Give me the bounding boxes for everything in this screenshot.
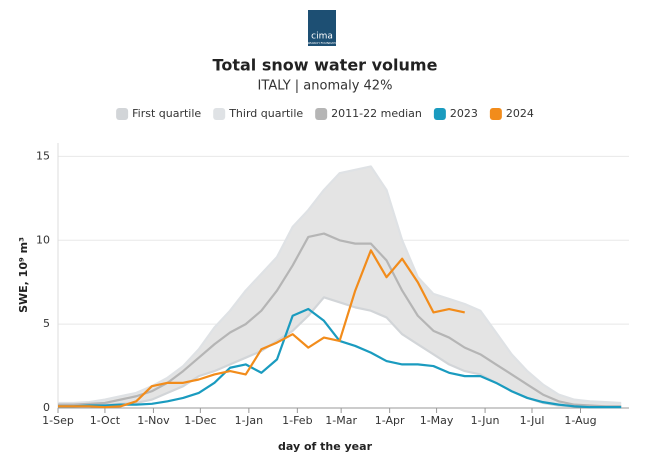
legend-label: 2023 xyxy=(450,107,478,120)
x-tick-label: 1-May xyxy=(420,414,454,427)
x-tick-label: 1-Sep xyxy=(42,414,74,427)
legend-swatch xyxy=(213,108,226,120)
y-tick-label: 10 xyxy=(36,233,50,246)
y-axis-title: SWE, 10⁹ m³ xyxy=(17,237,30,313)
legend: First quartile Third quartile 2011-22 medi… xyxy=(116,107,534,120)
legend-label: 2011-22 median xyxy=(331,107,422,120)
x-tick-label: 1-Apr xyxy=(375,414,405,427)
x-tick-label: 1-Jun xyxy=(471,414,500,427)
x-tick-label: 1-Nov xyxy=(137,414,170,427)
quartile-band xyxy=(58,166,622,407)
logo-text: cima xyxy=(311,32,333,42)
chart-subtitle: ITALY | anomaly 42% xyxy=(258,79,393,94)
legend-swatch xyxy=(489,108,502,120)
legend-swatch xyxy=(433,108,446,120)
x-tick-label: 1-Oct xyxy=(90,414,121,427)
x-tick-label: 1-Mar xyxy=(325,414,357,427)
y-tick-label: 0 xyxy=(43,401,50,414)
y-tick-label: 15 xyxy=(36,149,50,162)
x-tick-label: 1-Dec xyxy=(184,414,216,427)
x-tick-label: 1-Jul xyxy=(520,414,545,427)
x-tick-label: 1-Aug xyxy=(564,414,596,427)
legend-label: 2024 xyxy=(506,107,534,120)
x-tick-label: 1-Feb xyxy=(282,414,312,427)
x-axis-title: day of the year xyxy=(278,440,373,453)
logo-subtitle: RESEARCH FOUNDATION xyxy=(304,41,341,45)
series-line xyxy=(58,232,622,408)
legend-swatch xyxy=(315,108,328,120)
series-line xyxy=(58,249,465,409)
legend-label: First quartile xyxy=(132,107,201,120)
legend-swatch xyxy=(116,108,129,120)
x-tick-label: 1-Jan xyxy=(235,414,264,427)
legend-label: Third quartile xyxy=(228,107,303,120)
y-tick-label: 5 xyxy=(43,317,50,330)
chart-title: Total snow water volume xyxy=(213,56,438,75)
logo-mark xyxy=(308,10,336,46)
